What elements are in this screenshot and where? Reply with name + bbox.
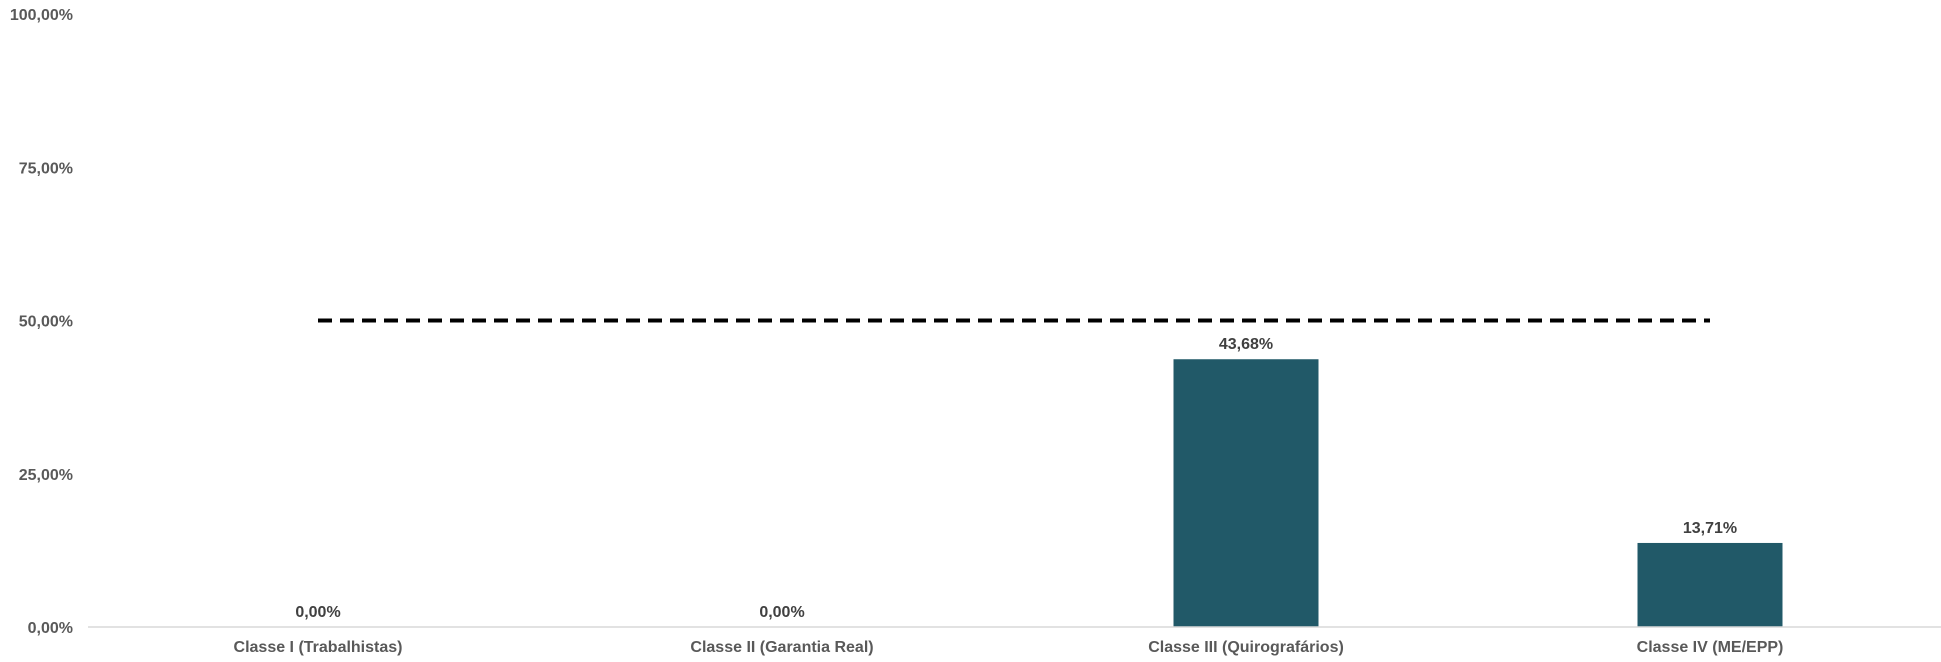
y-tick-label: 75,00% [19, 160, 73, 177]
x-category-label: Classe II (Garantia Real) [690, 639, 873, 656]
data-labels: 0,00% 0,00% 43,68% 13,71% [295, 336, 1737, 621]
x-category-label: Classe IV (ME/EPP) [1637, 639, 1784, 656]
bar [1637, 542, 1783, 627]
bars [1173, 359, 1783, 627]
y-tick-label: 50,00% [19, 314, 73, 331]
x-category-label: Classe I (Trabalhistas) [234, 639, 403, 656]
data-label: 0,00% [759, 604, 804, 621]
y-tick-label: 25,00% [19, 467, 73, 484]
y-tick-label: 0,00% [28, 620, 73, 637]
x-axis-labels: Classe I (Trabalhistas) Classe II (Garant… [234, 639, 1784, 656]
data-label: 13,71% [1683, 520, 1737, 537]
y-tick-label: 100,00% [10, 7, 73, 24]
bar [1173, 359, 1319, 627]
y-axis-ticks: 0,00% 25,00% 50,00% 75,00% 100,00% [10, 7, 73, 637]
data-label: 43,68% [1219, 336, 1273, 353]
x-category-label: Classe III (Quirografários) [1148, 639, 1344, 656]
data-label: 0,00% [295, 604, 340, 621]
